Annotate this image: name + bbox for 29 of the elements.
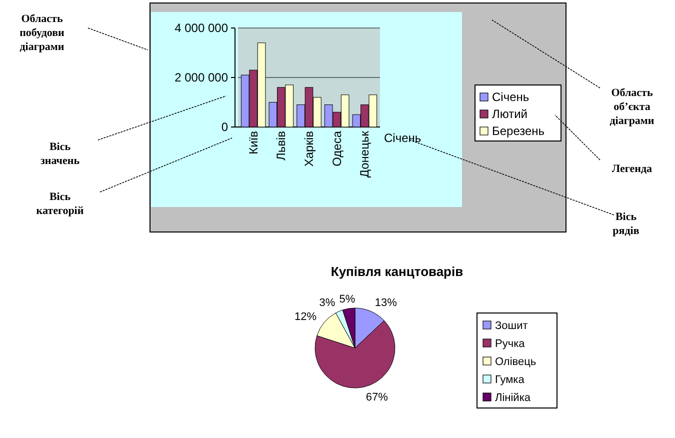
text: Січень [384, 131, 422, 145]
legend-label: Зошит [495, 320, 528, 332]
legend-label: Лютий [492, 107, 528, 121]
text: Область об’єкта діаграми [610, 87, 655, 127]
text: Вісь значень [40, 141, 80, 167]
data-label: 13% [374, 296, 398, 309]
y-tick-label: 0 [221, 120, 228, 134]
y-tick-label: 2 000 000 [174, 70, 228, 85]
text: Область побудови діаграми [20, 13, 66, 53]
legend-label: Гумка [495, 374, 526, 386]
x-tick-label: Одеса [330, 130, 344, 166]
y-tick-label: 4 000 000 [174, 21, 228, 36]
data-label: 67% [366, 392, 388, 404]
legend-label: Березень [492, 124, 545, 138]
legend-label: Олівець [495, 356, 536, 368]
x-tick-label: Харків [302, 131, 316, 167]
x-tick-label: Київ [246, 131, 260, 154]
text: Вісь категорій [36, 191, 84, 217]
legend-label: Січень [492, 90, 530, 104]
text: Легенда [612, 163, 653, 175]
x-tick-label: Львів [274, 131, 288, 161]
chart-title: Купівля канцтоварів [330, 264, 464, 279]
x-tick-label: Донецьк [358, 130, 372, 178]
data-label: 12% [294, 310, 317, 323]
data-label: 3% [319, 296, 336, 309]
legend-label: Лінійка [495, 392, 532, 404]
data-label: 5% [339, 293, 356, 306]
legend-label: Ручка [495, 338, 526, 350]
text: Вісь рядів [612, 211, 640, 237]
